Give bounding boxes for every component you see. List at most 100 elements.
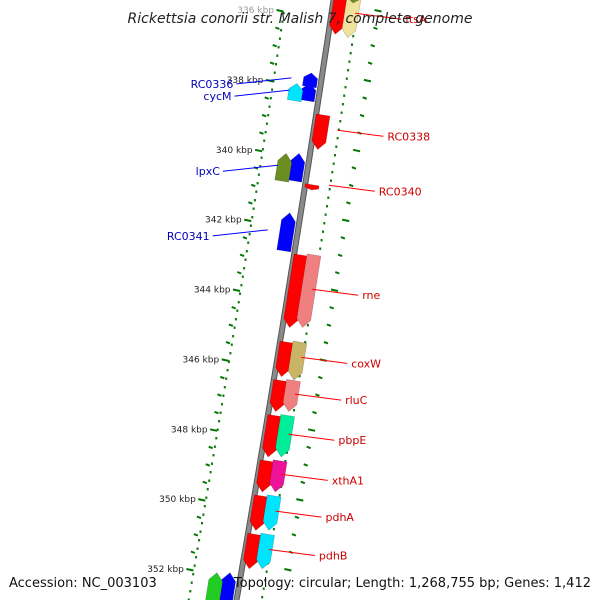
gene-label-rc0336: RC0336 [191,78,234,91]
minor-tick-inner [317,375,323,380]
gene-arrow-cog-2 [346,0,363,4]
gene-label-cycm: cycM [203,90,231,103]
minor-tick-inner [300,480,306,485]
label-leader-rc0336 [236,77,292,85]
outer-ring-dot [272,80,275,83]
outer-ring-dot [195,556,198,559]
gene-label-coxw: coxW [351,357,381,370]
inner-ring-dot [284,460,287,463]
outer-ring-dot [268,105,271,108]
minor-tick [225,340,231,345]
gene-label-rne: rne [362,289,380,302]
inner-ring-dot [272,528,275,531]
minor-tick-inner [303,463,309,467]
minor-tick [236,271,242,275]
minor-tick-inner [329,306,335,310]
gene-label-rluc: rluC [345,394,368,407]
minor-tick [261,113,267,118]
outer-ring-dot [222,394,225,397]
inner-ring-dot [348,60,351,63]
outer-ring-dot [232,335,235,338]
outer-ring-dot [237,301,240,304]
major-tick [232,288,241,292]
outer-ring-dot [187,598,190,600]
major-tick-inner [363,78,372,83]
minor-tick [259,131,264,135]
outer-ring-dot [267,114,270,117]
minor-tick [275,26,280,30]
gene-arrow-cog-16 [282,379,301,413]
major-tick [254,148,263,153]
inner-ring-dot [334,154,336,157]
outer-ring-dot [245,250,248,253]
major-tick-inner [352,148,361,153]
minor-tick [196,515,202,520]
topology-label: Topology: circular; Length: 1,268,755 bp… [233,576,591,591]
minor-tick [264,96,270,100]
label-leader-coxw [301,356,348,364]
gene-arrow-cog-26 [203,572,223,600]
inner-ring-dot [349,52,352,55]
gene-features [203,0,363,600]
outer-ring-dot [271,88,274,91]
outer-ring-dot [269,97,272,100]
outer-ring-dot [276,54,279,57]
inner-ring-dot [330,179,332,182]
inner-ring-dot [264,579,267,582]
outer-ring-dot [265,122,268,125]
outer-ring-dot [280,29,283,32]
label-leader-xtha1 [281,473,328,481]
inner-ring-dot [343,94,346,97]
inner-ring-dot [340,111,343,114]
gene-label-ftsa: ftsA [405,13,427,26]
outer-ring-dot [263,139,266,142]
gene-arrow-rc0341 [276,212,296,253]
minor-tick-inner [315,393,320,397]
inner-ring-dot [328,188,331,191]
minor-tick-inner [373,26,378,30]
outer-ring-dot [213,445,216,448]
inner-ring-dot [320,239,323,242]
minor-tick-inner [323,340,329,345]
gene-arrow-cog-22 [262,494,282,531]
inner-ring-dot [337,128,340,131]
minor-tick [239,253,245,258]
inner-ring-dot [285,451,288,454]
minor-tick-inner [370,43,376,48]
inner-ring-dot [306,324,309,327]
outer-ring-dot [205,496,208,499]
outer-ring-dot [241,275,244,278]
outer-ring-dot [234,318,237,321]
outer-ring-dot [199,530,202,533]
minor-tick [242,236,248,240]
minor-tick-inner [294,515,300,520]
gene-arrow-cog-18 [275,414,295,458]
gene-label-lpxc: lpxC [196,165,221,178]
outer-ring-dot [229,352,232,355]
outer-ring-dot [216,428,219,431]
label-leader-rluc [295,393,342,401]
tick-label-338-kbp: 338 kbp [227,76,264,86]
outer-ring-dot [215,437,218,440]
minor-tick [272,43,278,48]
gene-arrow-rne [283,253,309,328]
label-leader-rc0341 [212,229,268,237]
outer-ring-dot [256,182,259,185]
outer-ring-dot [203,505,206,508]
label-leader-lpxc [222,164,278,172]
outer-ring-dot [278,37,281,40]
outer-ring-dot [228,360,230,363]
minor-tick-inner [312,410,317,415]
tick-label-352-kbp: 352 kbp [147,565,184,575]
minor-tick [193,533,199,537]
gene-label-pdha: pdhA [326,511,355,524]
tick-label-346-kbp: 346 kbp [183,355,220,365]
inner-ring-dot [326,205,328,208]
outer-ring-dot [233,326,236,329]
outer-dotted-ring [187,12,285,600]
outer-ring-dot [225,377,228,380]
inner-ring-dot [344,86,347,89]
outer-ring-dot [202,513,205,516]
minor-tick [214,410,219,415]
minor-tick-inner [362,96,368,100]
